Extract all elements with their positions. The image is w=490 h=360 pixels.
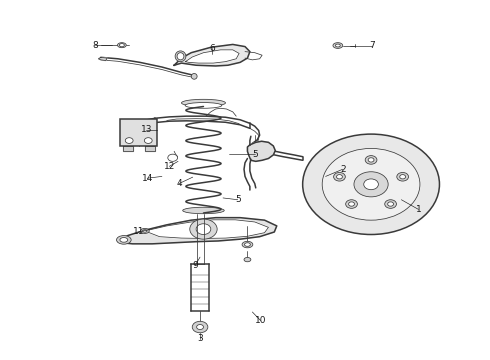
Ellipse shape [120, 238, 128, 242]
Ellipse shape [177, 53, 184, 60]
Text: 1: 1 [416, 205, 421, 214]
Circle shape [196, 324, 203, 329]
Polygon shape [145, 146, 155, 151]
Ellipse shape [120, 44, 124, 47]
Circle shape [322, 148, 420, 220]
Polygon shape [174, 44, 250, 66]
Text: 5: 5 [235, 195, 241, 204]
Circle shape [388, 202, 393, 206]
Circle shape [345, 200, 357, 208]
Circle shape [196, 224, 211, 234]
Ellipse shape [183, 207, 224, 214]
Ellipse shape [191, 73, 197, 79]
Text: 12: 12 [164, 162, 175, 171]
Ellipse shape [181, 99, 225, 107]
Text: 11: 11 [133, 228, 144, 237]
FancyBboxPatch shape [121, 119, 157, 146]
Circle shape [190, 219, 217, 239]
Ellipse shape [143, 230, 147, 232]
Circle shape [192, 321, 208, 333]
Circle shape [385, 200, 396, 208]
Polygon shape [145, 220, 269, 238]
Circle shape [337, 175, 343, 179]
Ellipse shape [242, 241, 253, 248]
Ellipse shape [118, 42, 126, 48]
Text: 2: 2 [340, 165, 345, 174]
Circle shape [303, 134, 440, 234]
Circle shape [145, 138, 152, 143]
Polygon shape [247, 141, 275, 161]
Circle shape [354, 172, 388, 197]
Circle shape [368, 158, 374, 162]
Ellipse shape [244, 257, 251, 262]
Text: 3: 3 [197, 334, 203, 343]
Circle shape [365, 156, 377, 164]
Circle shape [125, 138, 133, 143]
Text: 14: 14 [142, 174, 153, 183]
Text: 7: 7 [369, 41, 375, 50]
Ellipse shape [333, 42, 343, 48]
Ellipse shape [185, 103, 222, 108]
Ellipse shape [335, 44, 340, 47]
Circle shape [168, 154, 177, 161]
Ellipse shape [245, 243, 250, 246]
Circle shape [364, 179, 378, 190]
Text: 10: 10 [255, 316, 267, 325]
Polygon shape [98, 57, 107, 60]
Polygon shape [118, 218, 277, 244]
Circle shape [334, 172, 345, 181]
Text: 6: 6 [209, 44, 215, 53]
Circle shape [348, 202, 354, 206]
Polygon shape [185, 50, 239, 63]
Ellipse shape [141, 228, 149, 233]
Text: 9: 9 [192, 261, 198, 270]
Text: 13: 13 [141, 125, 152, 134]
Circle shape [400, 175, 406, 179]
Ellipse shape [175, 51, 186, 62]
Polygon shape [123, 146, 133, 151]
Ellipse shape [117, 235, 131, 244]
Text: 5: 5 [252, 150, 258, 159]
Text: 4: 4 [176, 179, 182, 188]
Text: 8: 8 [92, 41, 98, 50]
Circle shape [397, 172, 409, 181]
